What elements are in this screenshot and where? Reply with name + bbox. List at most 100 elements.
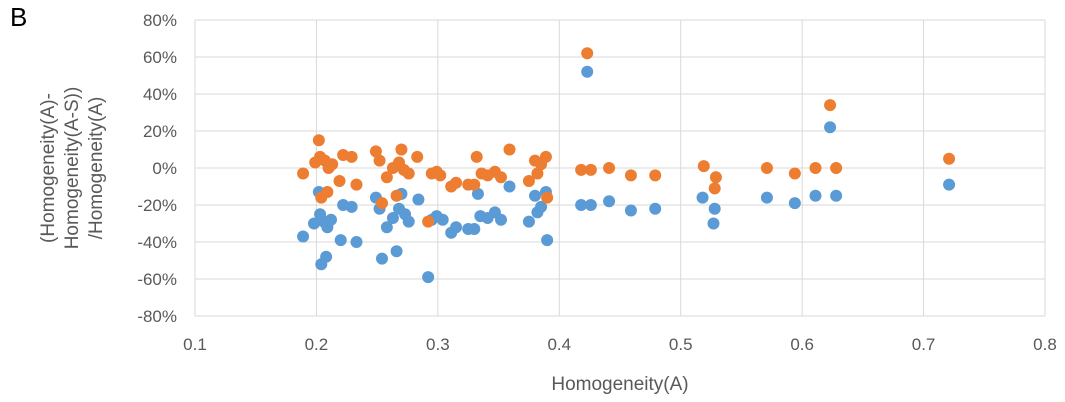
data-point <box>541 234 554 247</box>
data-point <box>522 174 535 187</box>
data-point <box>376 197 388 210</box>
data-point <box>411 150 424 163</box>
data-point <box>345 150 358 163</box>
y-tick-label: 60% <box>143 48 177 67</box>
data-point <box>321 186 334 199</box>
x-tick-label: 0.3 <box>426 335 450 354</box>
data-point <box>707 217 720 230</box>
x-tick-label: 0.1 <box>183 335 207 354</box>
data-point <box>503 143 516 156</box>
y-tick-label: 40% <box>143 85 177 104</box>
data-point <box>422 215 435 228</box>
data-point <box>380 171 393 184</box>
data-point <box>696 191 709 204</box>
data-point <box>709 171 722 184</box>
data-point <box>809 189 822 202</box>
data-point <box>531 167 544 180</box>
data-point <box>350 236 363 248</box>
y-axis-title: (Homogeneity(A)- Homogeneity(A-S))/Homoge… <box>38 87 107 250</box>
y-axis-title-line: Homogeneity(A-S)) <box>62 87 83 250</box>
data-point <box>830 162 843 174</box>
data-point <box>809 162 822 174</box>
data-point <box>708 202 721 215</box>
grid-lines <box>194 19 1046 317</box>
data-point <box>788 197 801 210</box>
y-axis-ticks: 80% 60% 40% 20% 0% -20% -40% -60% -80% <box>137 11 177 326</box>
x-tick-label: 0.4 <box>547 335 571 354</box>
data-point <box>697 160 710 173</box>
data-point <box>326 158 339 171</box>
x-tick-label: 0.5 <box>669 335 693 354</box>
y-tick-label: -80% <box>137 307 177 326</box>
data-point <box>471 187 484 200</box>
data-point <box>824 99 837 112</box>
data-point <box>436 213 449 226</box>
data-point <box>325 213 337 226</box>
data-point <box>522 215 535 228</box>
y-tick-label: 20% <box>143 122 177 141</box>
data-point <box>788 167 801 180</box>
data-point <box>422 271 435 284</box>
data-point <box>402 167 415 180</box>
data-point <box>575 163 588 176</box>
data-point <box>334 234 347 247</box>
data-point <box>395 143 408 156</box>
panel-label: B <box>10 2 28 32</box>
data-points <box>297 47 956 284</box>
data-point <box>624 204 637 217</box>
data-point <box>760 162 773 174</box>
data-point <box>402 215 415 228</box>
data-point <box>943 178 956 191</box>
data-point <box>333 174 346 187</box>
y-tick-label: -20% <box>137 196 177 215</box>
data-point <box>468 178 481 191</box>
data-point <box>320 250 333 263</box>
data-point <box>495 171 507 184</box>
data-point <box>312 134 325 147</box>
x-tick-label: 0.8 <box>1033 335 1057 354</box>
data-point <box>297 167 310 180</box>
data-point <box>529 189 541 202</box>
x-axis-title: Homogeneity(A) <box>551 374 688 395</box>
data-point <box>386 211 399 224</box>
data-point <box>503 180 516 193</box>
data-point <box>575 199 588 211</box>
data-point <box>390 245 403 258</box>
data-point <box>450 176 463 189</box>
y-tick-label: -40% <box>137 233 177 252</box>
x-tick-label: 0.6 <box>790 335 814 354</box>
data-point <box>649 202 662 215</box>
data-point <box>830 189 843 202</box>
data-point <box>376 252 388 265</box>
data-point <box>649 169 662 182</box>
y-tick-label: 80% <box>143 11 177 30</box>
data-point <box>345 200 358 213</box>
data-point <box>624 169 637 182</box>
data-point <box>450 221 463 234</box>
data-point <box>603 195 616 208</box>
y-tick-label: 0% <box>152 159 177 178</box>
data-point <box>581 65 594 78</box>
data-point <box>434 169 447 182</box>
data-point <box>390 189 403 202</box>
data-point <box>308 217 320 230</box>
data-point <box>495 213 507 226</box>
data-point <box>603 162 616 174</box>
data-point <box>824 121 837 134</box>
data-point <box>541 191 554 204</box>
data-point <box>539 150 552 163</box>
data-point <box>380 221 393 234</box>
x-tick-label: 0.7 <box>912 335 936 354</box>
data-point <box>468 223 481 236</box>
data-point <box>369 145 382 158</box>
x-axis-ticks: 0.1 0.2 0.3 0.4 0.5 0.6 0.7 0.8 <box>183 335 1057 354</box>
y-axis-title-line: /Homogeneity(A) <box>86 97 107 240</box>
data-point <box>535 200 548 213</box>
data-point <box>584 163 597 176</box>
data-point <box>708 182 721 195</box>
data-point <box>581 47 594 60</box>
data-point <box>943 152 956 165</box>
data-point <box>412 193 425 206</box>
data-point <box>470 150 483 163</box>
